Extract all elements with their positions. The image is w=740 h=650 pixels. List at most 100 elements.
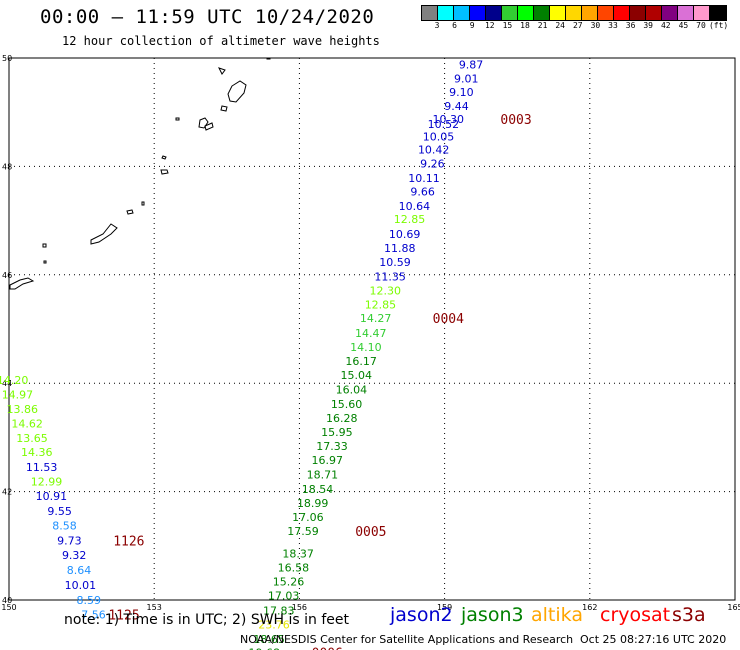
color-scale-label: 36 [625, 21, 636, 30]
wave-height-label: 14.47 [355, 327, 387, 340]
wave-height-label: 18.99 [297, 497, 329, 510]
color-swatch [438, 6, 454, 20]
island-outline [218, 67, 226, 75]
wave-height-label: 14.62 [11, 417, 43, 430]
wave-height-label: 13.86 [7, 403, 39, 416]
time-labels: 0003 0004 0005 1126 1125 0006 [108, 113, 531, 650]
wave-height-label: 11.88 [384, 242, 416, 255]
y-tick-label: 46 [2, 271, 12, 280]
y-tick-label: 42 [2, 488, 12, 497]
wave-height-label: 12.85 [394, 213, 426, 226]
chart-title: 00:00 – 11:59 UTC 10/24/2020 [40, 6, 375, 28]
color-swatch [646, 6, 662, 20]
y-tick-label: 44 [2, 379, 12, 388]
wave-height-label: 12.99 [31, 475, 63, 488]
island-outline [9, 277, 35, 290]
color-swatch [710, 6, 726, 20]
wave-height-label: 10.52 [428, 118, 460, 131]
color-swatch [598, 6, 614, 20]
wave-height-label: 10.01 [65, 579, 97, 592]
island-outline [42, 243, 47, 248]
credit-text: NOAA/NESDIS Center for Satellite Applica… [240, 633, 574, 646]
y-tick-label: 48 [2, 162, 12, 171]
wave-height-label: 17.06 [292, 511, 324, 524]
wave-height-label: 17.33 [316, 440, 348, 453]
wave-height-label: 18.54 [302, 483, 334, 496]
wave-height-label: 14.36 [21, 446, 53, 459]
y-tick-label: 40 [2, 596, 12, 605]
island-outlines [9, 57, 271, 290]
wave-height-label: 9.01 [454, 73, 479, 86]
island-outline [266, 57, 271, 60]
legend-item-jason3: jason3 [461, 604, 524, 626]
wave-height-label: 16.17 [345, 355, 377, 368]
time-label: 0006 [312, 647, 343, 650]
wave-height-label: 10.11 [408, 172, 440, 185]
footnote: note: 1) Time is in UTC; 2) SWH is in fe… [64, 612, 350, 628]
wave-height-label: 14.10 [350, 341, 382, 354]
wave-height-labels: 9.879.019.109.4410.3010.5210.0510.429.26… [0, 59, 483, 650]
wave-height-label: 9.66 [410, 185, 435, 198]
x-tick-label: 165 [727, 603, 740, 612]
wave-height-label: 18.37 [282, 547, 314, 560]
gridlines [9, 58, 735, 600]
wave-height-label: 17.03 [268, 590, 300, 603]
color-scale-label: 3 [434, 21, 440, 30]
wave-height-label: 19.68 [249, 647, 281, 650]
color-scale-label: 21 [537, 21, 548, 30]
wave-height-label: 15.04 [341, 369, 373, 382]
color-swatch [566, 6, 582, 20]
island-outline [161, 155, 167, 160]
wave-height-label: 12.30 [370, 285, 402, 298]
wave-height-label: 15.95 [321, 426, 353, 439]
wave-height-label: 14.97 [2, 389, 34, 402]
plot-frame [8, 57, 736, 601]
color-scale-label: 24 [555, 21, 566, 30]
island-outline [43, 260, 47, 264]
x-tick-label: 162 [582, 603, 597, 612]
wave-height-label: 9.55 [47, 505, 72, 518]
color-swatch [502, 6, 518, 20]
wave-height-label: 10.42 [418, 144, 450, 157]
color-swatch [694, 6, 710, 20]
x-tick-label: 150 [1, 603, 16, 612]
color-scale-label: 6 [452, 21, 458, 30]
wave-height-label: 9.44 [444, 100, 469, 113]
wave-height-label: 16.28 [326, 412, 358, 425]
wave-height-label: 10.05 [423, 131, 455, 144]
time-label: 0004 [433, 312, 464, 327]
island-outline [198, 117, 209, 129]
color-swatch [550, 6, 566, 20]
legend-item-altika: altika [531, 604, 583, 626]
wave-height-label: 18.71 [307, 468, 339, 481]
color-swatch [614, 6, 630, 20]
island-outline [160, 169, 169, 175]
island-outline [175, 117, 180, 121]
color-scale-label: 33 [608, 21, 618, 30]
island-outline [204, 122, 214, 131]
time-label: 0005 [355, 525, 386, 540]
wave-height-label: 8.59 [76, 594, 101, 607]
color-scale-label: 45 [678, 21, 689, 30]
wave-height-label: 23.76 [258, 618, 290, 631]
x-tick-label: 153 [147, 603, 162, 612]
x-tick-label: 159 [437, 603, 452, 612]
wave-height-label: 16.58 [278, 561, 310, 574]
wave-height-label: 9.73 [57, 534, 82, 547]
color-scale-bar [421, 5, 727, 21]
color-scale-label: 12 [484, 21, 495, 30]
time-label: 0003 [500, 113, 531, 128]
island-outline [227, 80, 247, 103]
wave-height-label: 11.35 [374, 270, 406, 283]
color-swatch [582, 6, 598, 20]
color-scale-label: 15 [502, 21, 513, 30]
color-swatch [454, 6, 470, 20]
color-swatch [662, 6, 678, 20]
time-label: 1126 [113, 534, 144, 549]
legend-item-jason2: jason2 [390, 604, 453, 626]
color-swatch [534, 6, 550, 20]
x-tick-label: 156 [292, 603, 307, 612]
axis-tick-labels: 150 153 156 159 162 165 40 42 44 46 48 50 [1, 54, 740, 612]
wave-height-label: 10.59 [379, 256, 411, 269]
island-outline [141, 201, 145, 206]
